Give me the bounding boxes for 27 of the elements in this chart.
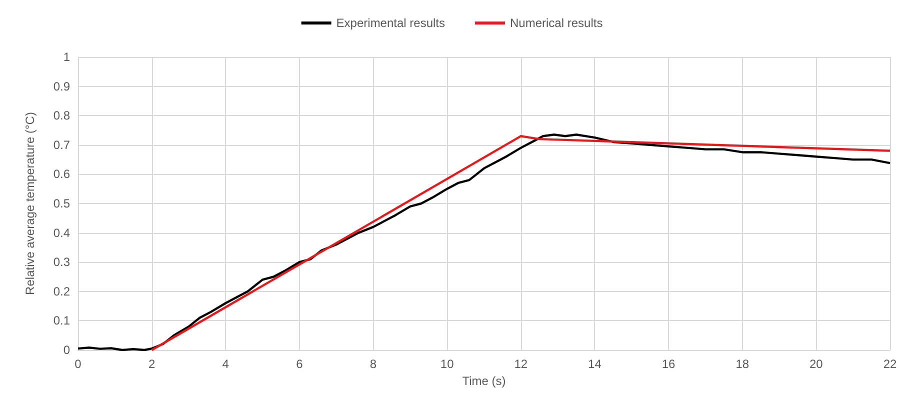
x-tick-label: 22 — [883, 357, 897, 371]
legend-label: Experimental results — [336, 16, 446, 30]
x-tick-label: 18 — [736, 357, 750, 371]
x-tick-label: 16 — [662, 357, 676, 371]
x-tick-label: 2 — [148, 357, 156, 371]
x-tick-label: 10 — [440, 357, 454, 371]
y-tick-label: 1 — [63, 50, 70, 64]
y-tick-label: 0.2 — [53, 284, 70, 298]
x-tick-label: 12 — [514, 357, 528, 371]
y-tick-label: 0.9 — [53, 79, 70, 94]
y-tick-label: 0 — [63, 343, 70, 357]
x-tick-label: 0 — [74, 357, 82, 371]
legend-label: Numerical results — [510, 16, 603, 30]
x-tick-label: 6 — [296, 357, 304, 371]
x-tick-label: 14 — [588, 357, 602, 371]
x-axis-title: Time (s) — [462, 374, 506, 388]
y-tick-label: 0.3 — [53, 255, 70, 270]
x-tick-label: 20 — [810, 357, 824, 371]
y-tick-label: 0.1 — [53, 314, 70, 328]
x-tick-label: 8 — [370, 357, 377, 371]
y-tick-label: 0.5 — [53, 196, 70, 210]
x-tick-label: 4 — [222, 357, 230, 371]
y-tick-label: 0.8 — [53, 108, 70, 123]
y-tick-label: 0.6 — [53, 167, 70, 182]
y-tick-label: 0.7 — [53, 138, 70, 152]
y-tick-label: 0.4 — [53, 226, 70, 240]
y-axis-title: Relative average temperature (°C) — [23, 112, 37, 295]
